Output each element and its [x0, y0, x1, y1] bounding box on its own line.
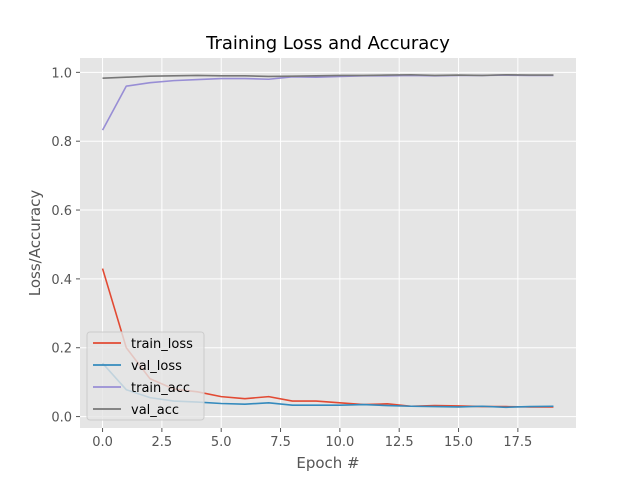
series-line-val_acc [102, 73, 554, 80]
x-tick-label: 10.0 [325, 435, 354, 450]
y-tick-label: 0.0 [51, 411, 72, 426]
x-tick-label: 12.5 [385, 435, 414, 450]
legend-label-train_acc: train_acc [131, 381, 190, 396]
x-tick-label: 7.5 [270, 435, 291, 450]
grid-lines [80, 58, 576, 428]
x-tick-label: 15.0 [444, 435, 473, 450]
legend-box [86, 331, 205, 421]
legend-label-val_acc: val_acc [131, 403, 179, 418]
x-tick-label: 5.0 [211, 435, 232, 450]
y-tick-label: 0.8 [51, 135, 72, 150]
legend-label-train_loss: train_loss [131, 337, 193, 352]
y-tick-label: 1.0 [51, 66, 72, 81]
legend: train_loss val_loss train_acc val_acc [86, 331, 205, 421]
y-tick-label: 0.2 [51, 342, 72, 357]
chart-title: Training Loss and Accuracy [205, 33, 450, 54]
y-axis-label: Loss/Accuracy [26, 190, 44, 297]
x-tick-label: 2.5 [152, 435, 173, 450]
y-tick-label: 0.4 [51, 273, 72, 288]
x-tick-label: 17.5 [503, 435, 532, 450]
y-axis-ticks: 0.0 0.2 0.4 0.6 0.8 1.0 [51, 66, 80, 426]
y-tick-label: 0.6 [51, 204, 72, 219]
legend-label-val_loss: val_loss [131, 359, 182, 374]
x-axis-label: Epoch # [296, 454, 359, 472]
x-axis-ticks: 0.0 2.5 5.0 7.5 10.0 12.5 15.0 17.5 [92, 428, 532, 450]
x-tick-label: 0.0 [92, 435, 113, 450]
